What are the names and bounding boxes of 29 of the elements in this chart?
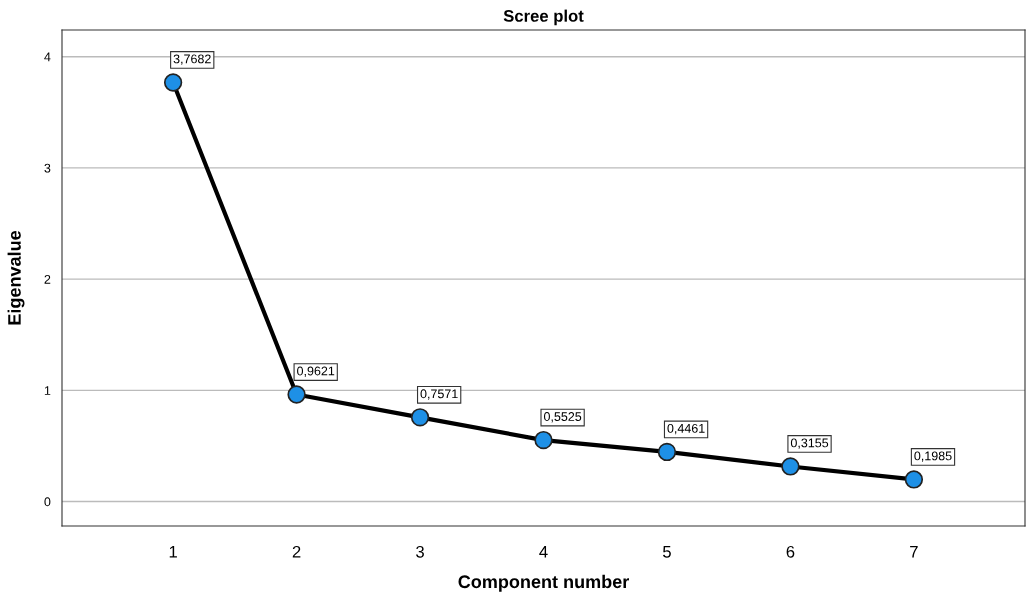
y-axis-title: Eigenvalue: [7, 230, 25, 325]
data-label: 0,7571: [420, 389, 458, 400]
x-tick-label: 2: [292, 545, 301, 558]
x-tick-label: 5: [662, 546, 671, 558]
data-label: 0,1985: [914, 451, 952, 462]
x-tick-label: 4: [539, 546, 548, 558]
y-tick-label: 0: [44, 497, 51, 507]
point: [657, 442, 677, 462]
data-label: 0,4461: [667, 423, 705, 435]
data-label: 0,9621: [297, 366, 335, 377]
point: [904, 470, 924, 489]
chart-title: Scree plot: [503, 9, 584, 26]
data-label: 0,3155: [790, 438, 829, 449]
x-tick-label: 1: [169, 546, 177, 558]
y-tick-label: 4: [44, 52, 51, 62]
point: [534, 430, 553, 450]
point: [410, 408, 430, 427]
data-label: 0,5525: [543, 412, 582, 423]
x-tick-label: 6: [786, 545, 795, 558]
y-tick-label: 1: [44, 386, 51, 395]
point: [287, 385, 306, 404]
x-tick-label: 7: [910, 546, 918, 558]
point: [781, 457, 800, 476]
data-label: 3,7682: [173, 54, 211, 65]
x-axis-title: Component number: [458, 574, 629, 592]
y-tick-label: 2: [44, 274, 51, 284]
point: [163, 73, 183, 92]
x-tick-label: 3: [416, 545, 424, 558]
y-tick-label: 3: [44, 163, 51, 173]
